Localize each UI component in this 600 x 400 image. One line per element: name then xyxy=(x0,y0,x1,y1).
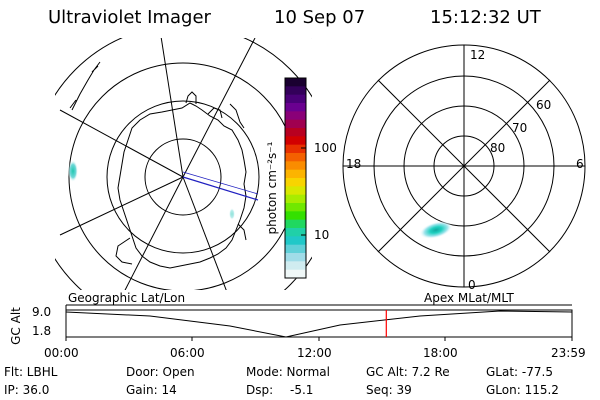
dsp-value: -5.1 xyxy=(290,383,314,397)
color-bar-band xyxy=(285,136,306,146)
left-aurora-patch-faint xyxy=(229,208,235,220)
color-bar-band xyxy=(285,119,306,129)
color-bar-band xyxy=(285,103,306,112)
color-bar-label-100: 100 xyxy=(314,141,337,155)
color-bar-band xyxy=(285,78,306,87)
altitude-tick-low: 1.8 xyxy=(32,324,52,338)
filter-info: Flt: LBHL xyxy=(4,365,58,379)
left-aurora-patch xyxy=(68,160,78,182)
door-info: Door: Open xyxy=(126,365,195,379)
color-bar-band xyxy=(285,244,306,254)
altitude-tick-high: 9.0 xyxy=(32,305,52,319)
mlt-line-diag2 xyxy=(377,79,551,253)
color-bar-band xyxy=(285,169,306,179)
time-tick-0600: 06:00 xyxy=(170,346,205,360)
altitude-strip xyxy=(65,304,573,341)
time-tick-2359: 23:59 xyxy=(551,346,586,360)
meridian xyxy=(160,38,184,178)
color-bar-frame xyxy=(284,77,307,279)
coastline xyxy=(117,102,247,269)
color-bar-band xyxy=(285,111,306,121)
right-aurora-patch xyxy=(419,221,453,239)
color-bar-band xyxy=(285,161,306,171)
altitude-curve xyxy=(65,310,573,338)
color-bar-band xyxy=(285,94,306,104)
right-panel-label: Apex MLat/MLT xyxy=(424,291,514,305)
color-bar-band xyxy=(285,253,306,262)
color-bar-band xyxy=(285,186,306,196)
color-bar-unit-label: photon cm⁻²s⁻¹ xyxy=(265,141,279,235)
color-bar-band xyxy=(285,86,306,96)
time-tick-1800: 18:00 xyxy=(423,346,458,360)
instrument-title: Ultraviolet Imager xyxy=(48,7,211,28)
mlat-label-70: 70 xyxy=(512,121,528,135)
mlt-label-18: 18 xyxy=(346,157,362,171)
mlt-label-12: 12 xyxy=(470,48,486,62)
color-bar-band xyxy=(285,211,306,221)
coastline-detail xyxy=(115,91,247,265)
lat-circle-70 xyxy=(106,100,260,254)
mlat-label-80: 80 xyxy=(490,141,506,155)
seq-info: Seq: 39 xyxy=(366,383,412,397)
dayside-line xyxy=(182,176,259,201)
meridian xyxy=(124,176,184,290)
meridian xyxy=(182,176,227,290)
meridian xyxy=(182,38,256,178)
dayside-line xyxy=(182,171,259,195)
gain-info: Gain: 14 xyxy=(126,383,177,397)
color-bar xyxy=(285,78,306,279)
time-label: 15:12:32 UT xyxy=(430,7,541,28)
time-tick-1200: 12:00 xyxy=(297,346,332,360)
color-bar-band xyxy=(285,178,306,187)
lat-circle-80 xyxy=(144,138,222,216)
mlat-label-60: 60 xyxy=(536,98,552,112)
color-bar-band xyxy=(285,236,306,246)
color-bar-band xyxy=(285,269,306,279)
color-bar-band xyxy=(285,228,306,237)
time-tick-0000: 00:00 xyxy=(44,346,79,360)
peninsula xyxy=(69,61,101,111)
color-bar-label-10: 10 xyxy=(314,228,330,242)
color-bar-band xyxy=(285,153,306,162)
gc-alt-info: GC Alt: 7.2 Re xyxy=(366,365,450,379)
color-bar-band xyxy=(285,194,306,204)
dsp-label: Dsp: xyxy=(246,383,274,397)
color-bar-band xyxy=(285,203,306,212)
meridian xyxy=(59,109,184,178)
color-bar-band xyxy=(285,144,306,154)
geographic-map xyxy=(0,0,411,400)
mlt-label-6: 6 xyxy=(576,157,584,171)
color-bar-band xyxy=(285,219,306,229)
altitude-strip-frame xyxy=(65,309,573,338)
mode-info: Mode: Normal xyxy=(246,365,330,379)
color-bar-band xyxy=(285,261,306,271)
altitude-axis-label: GC Alt xyxy=(9,307,23,345)
date-label: 10 Sep 07 xyxy=(274,7,366,28)
lat-circle-30 xyxy=(0,0,411,400)
polar-plot xyxy=(342,44,586,288)
glon-info: GLon: 115.2 xyxy=(486,383,559,397)
ip-info: IP: 36.0 xyxy=(4,383,50,397)
color-bar-band xyxy=(285,128,306,137)
glat-info: GLat: -77.5 xyxy=(486,365,553,379)
lat-circle-40 xyxy=(311,38,312,39)
left-panel-label: Geographic Lat/Lon xyxy=(68,291,186,305)
mlt-label-0: 0 xyxy=(468,278,476,292)
